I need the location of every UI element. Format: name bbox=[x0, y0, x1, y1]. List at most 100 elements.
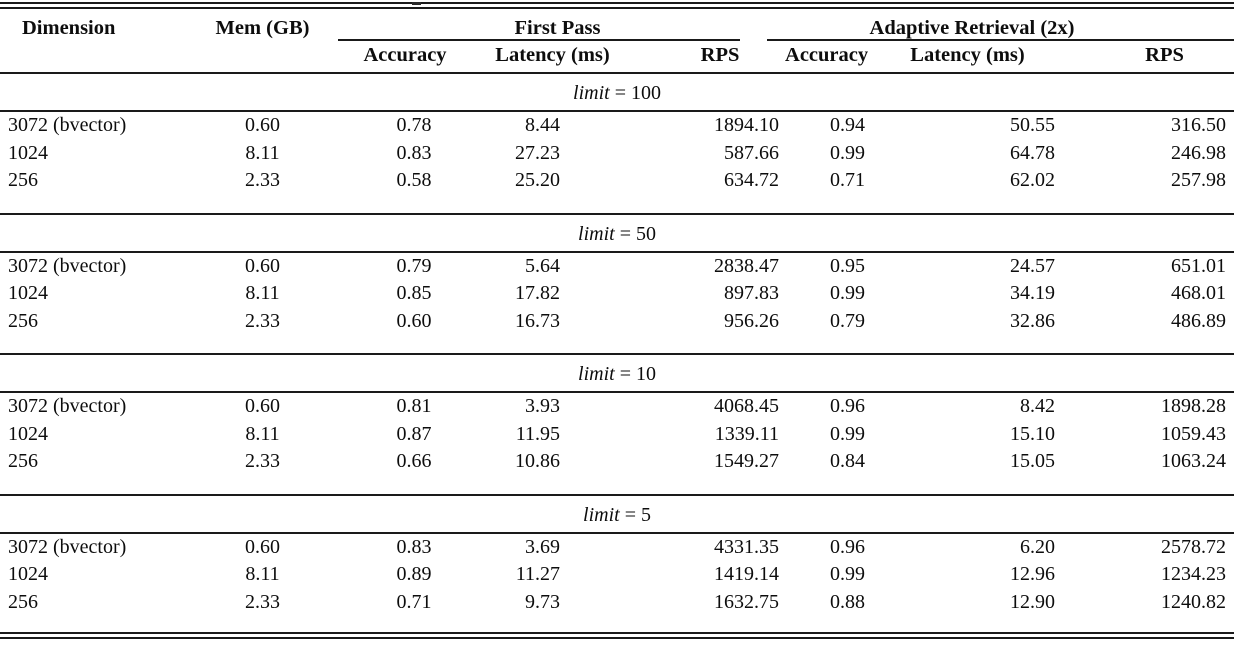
cell-fp-accuracy: 0.78 bbox=[396, 114, 432, 136]
cell-mem-gb: 8.11 bbox=[245, 422, 280, 445]
cell-fp-accuracy: 0.81 bbox=[396, 395, 432, 417]
cropped-text-artifact bbox=[412, 2, 421, 5]
limit-variable-label: limit bbox=[578, 363, 615, 385]
spacer-cell bbox=[0, 41, 195, 74]
table-row: 1024 8.11 0.87 11.95 1339.11 0.99 15.10 1059.43 bbox=[0, 421, 1234, 449]
sub-header-row: Accuracy Latency (ms) RPS Accuracy Laten… bbox=[0, 41, 1234, 74]
cell-ar-accuracy: 0.79 bbox=[785, 307, 911, 355]
cell-ar-rps: 1898.28 bbox=[1161, 395, 1227, 417]
col-header-fp-rps: RPS bbox=[655, 41, 786, 74]
cell-fp-accuracy: 0.83 bbox=[396, 141, 432, 164]
cell-dimension: 256 bbox=[0, 167, 195, 215]
col-header-dimension: Dimension bbox=[22, 17, 116, 39]
cell-fp-rps: 2838.47 bbox=[714, 254, 780, 277]
table-row: 3072 (bvector) 0.60 0.79 5.64 2838.47 0.95 24.… bbox=[0, 252, 1234, 281]
cell-fp-rps: 897.83 bbox=[724, 282, 780, 304]
cell-mem-gb: 2.33 bbox=[195, 307, 330, 355]
cell-ar-accuracy: 0.71 bbox=[785, 167, 911, 215]
cell-ar-accuracy: 0.99 bbox=[830, 563, 866, 585]
col-header-fp-latency: Latency (ms) bbox=[480, 41, 655, 74]
limit-value-label: = 50 bbox=[614, 222, 656, 245]
cell-fp-rps: 1894.10 bbox=[714, 114, 780, 136]
cell-ar-latency: 64.78 bbox=[1010, 141, 1056, 164]
cell-ar-accuracy: 0.95 bbox=[830, 254, 866, 277]
cell-fp-rps: 1339.11 bbox=[714, 422, 780, 445]
benchmark-table: Dimension Mem (GB) First Pass Adaptive R… bbox=[0, 9, 1234, 632]
table-bottom-rule bbox=[0, 632, 1234, 639]
cell-ar-accuracy: 0.96 bbox=[830, 395, 866, 417]
cell-fp-latency: 17.82 bbox=[515, 282, 560, 304]
table-row: 256 2.33 0.60 16.73 956.26 0.79 32.86 486.89 bbox=[0, 307, 1234, 355]
section-header-limit-5: limit = 5 bbox=[0, 494, 1234, 534]
section-row-limit-5: limit = 5 bbox=[0, 494, 1234, 534]
group-header-adaptive-retrieval: Adaptive Retrieval (2x) bbox=[767, 9, 1234, 41]
cell-fp-accuracy: 0.58 bbox=[330, 167, 480, 215]
spacer-cell bbox=[195, 41, 330, 74]
cell-fp-accuracy: 0.66 bbox=[330, 448, 480, 496]
col-header-ar-rps: RPS bbox=[1095, 41, 1234, 74]
cell-mem-gb: 8.11 bbox=[245, 563, 280, 585]
cell-ar-latency: 32.86 bbox=[910, 307, 1096, 355]
cell-mem-gb: 2.33 bbox=[245, 590, 280, 613]
cell-dimension: 1024 bbox=[8, 141, 48, 164]
cell-ar-rps: 1234.23 bbox=[1161, 563, 1227, 585]
cell-fp-accuracy: 0.85 bbox=[396, 282, 432, 304]
table-row: 256 2.33 0.71 9.73 1632.75 0.88 12.90 1240.82 bbox=[0, 589, 1234, 633]
cell-mem-gb: 0.60 bbox=[245, 254, 280, 277]
cell-ar-accuracy: 0.99 bbox=[830, 422, 866, 445]
table-row: 3072 (bvector) 0.60 0.81 3.93 4068.45 0.96 8.4… bbox=[0, 392, 1234, 421]
cell-fp-accuracy: 0.89 bbox=[396, 563, 432, 585]
cell-ar-latency: 12.90 bbox=[1010, 590, 1056, 613]
cell-fp-rps: 1419.14 bbox=[714, 563, 780, 585]
cell-ar-latency: 50.55 bbox=[1010, 114, 1056, 136]
cell-ar-latency: 6.20 bbox=[1020, 535, 1056, 558]
cell-dimension: 3072 (bvector) bbox=[8, 395, 127, 417]
cell-ar-accuracy: 0.99 bbox=[830, 141, 866, 164]
table-header: Dimension Mem (GB) First Pass Adaptive R… bbox=[0, 9, 1234, 74]
table-row: 256 2.33 0.66 10.86 1549.27 0.84 15.05 1063.24 bbox=[0, 448, 1234, 496]
table-row: 1024 8.11 0.83 27.23 587.66 0.99 64.78 246.98 bbox=[0, 140, 1234, 168]
col-header-fp-accuracy: Accuracy bbox=[330, 41, 480, 74]
cell-fp-rps: 4068.45 bbox=[714, 395, 780, 417]
limit-variable-label: limit bbox=[573, 82, 610, 104]
cell-mem-gb: 0.60 bbox=[245, 114, 280, 136]
cell-dimension: 256 bbox=[8, 590, 38, 613]
limit-value-label: = 5 bbox=[619, 503, 651, 526]
cell-mem-gb: 0.60 bbox=[245, 535, 280, 558]
col-header-ar-accuracy: Accuracy bbox=[785, 41, 911, 74]
group-header-row: Dimension Mem (GB) First Pass Adaptive R… bbox=[0, 9, 1234, 41]
table-body: limit = 100 3072 (bvector) 0.60 0.78 8.44 189… bbox=[0, 73, 1234, 632]
section-row-limit-50: limit = 50 bbox=[0, 213, 1234, 253]
col-header-ar-latency: Latency (ms) bbox=[910, 41, 1096, 74]
limit-value-label: = 10 bbox=[614, 363, 656, 385]
cell-fp-latency: 10.86 bbox=[480, 448, 655, 496]
cell-dimension: 3072 (bvector) bbox=[8, 254, 127, 277]
section-header-limit-50: limit = 50 bbox=[0, 213, 1234, 253]
cell-ar-rps: 1240.82 bbox=[1161, 590, 1227, 613]
cell-ar-rps: 651.01 bbox=[1171, 254, 1227, 277]
cell-mem-gb: 2.33 bbox=[195, 167, 330, 215]
cell-fp-rps: 634.72 bbox=[655, 167, 786, 215]
cell-fp-accuracy: 0.79 bbox=[396, 254, 432, 277]
cell-dimension: 3072 (bvector) bbox=[8, 535, 127, 558]
limit-variable-label: limit bbox=[578, 222, 615, 245]
cell-fp-rps: 1632.75 bbox=[714, 590, 780, 613]
cell-fp-latency: 9.73 bbox=[525, 590, 560, 613]
cell-fp-rps: 1549.27 bbox=[655, 448, 786, 496]
cell-ar-latency: 34.19 bbox=[1010, 282, 1056, 304]
cell-fp-accuracy: 0.83 bbox=[396, 535, 432, 558]
cell-dimension: 256 bbox=[0, 448, 195, 496]
cell-fp-latency: 8.44 bbox=[525, 114, 560, 136]
cell-ar-rps: 316.50 bbox=[1171, 114, 1227, 136]
cell-ar-rps: 1063.24 bbox=[1095, 448, 1234, 496]
col-header-mem-gb: Mem (GB) bbox=[215, 17, 310, 39]
table-row: 3072 (bvector) 0.60 0.83 3.69 4331.35 0.96 6.2… bbox=[0, 533, 1234, 562]
table-row: 1024 8.11 0.89 11.27 1419.14 0.99 12.96 1234.23 bbox=[0, 561, 1234, 589]
cell-fp-rps: 956.26 bbox=[655, 307, 786, 355]
table-row: 3072 (bvector) 0.60 0.78 8.44 1894.10 0.94 50.… bbox=[0, 111, 1234, 140]
cell-ar-rps: 246.98 bbox=[1171, 141, 1227, 164]
limit-value-label: = 100 bbox=[609, 82, 661, 104]
cell-ar-latency: 62.02 bbox=[910, 167, 1096, 215]
section-row-limit-100: limit = 100 bbox=[0, 73, 1234, 112]
